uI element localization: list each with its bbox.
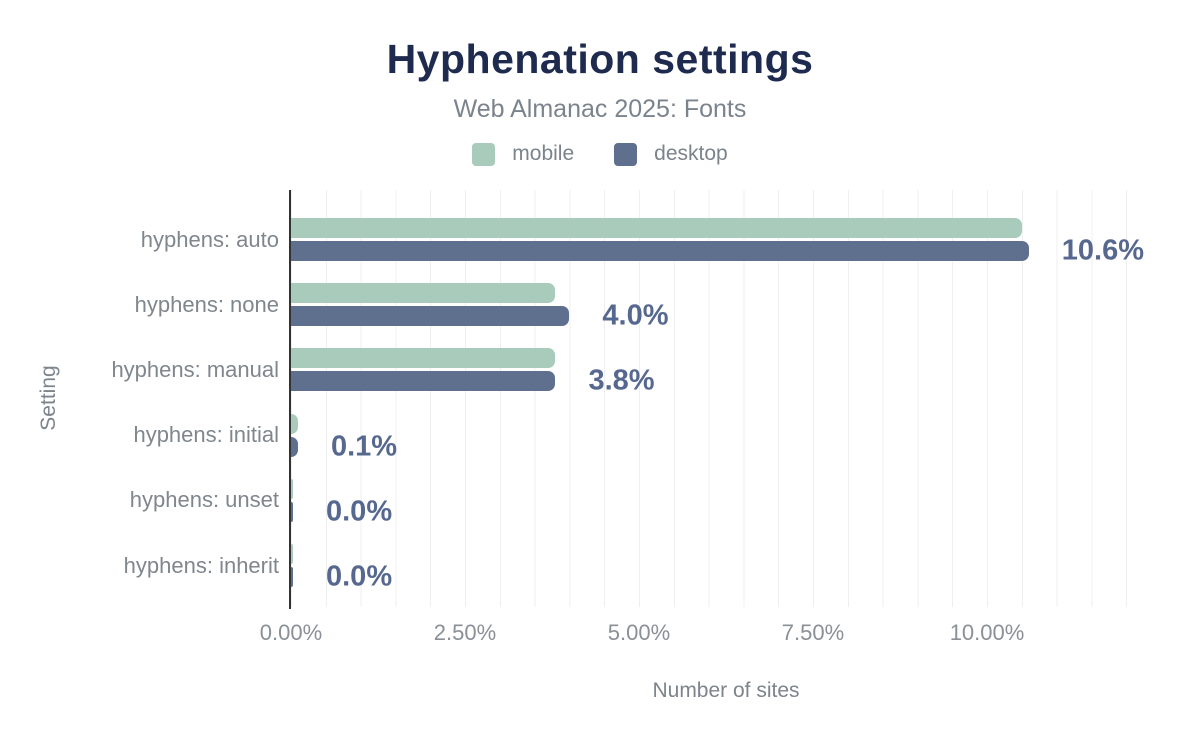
value-label: 4.0% (602, 299, 669, 332)
legend-label-mobile: mobile (512, 142, 575, 165)
bar-desktop (291, 371, 556, 392)
value-label: 0.0% (326, 495, 393, 528)
legend-item-mobile: mobile (472, 142, 574, 166)
mobile-swatch-icon (472, 142, 496, 166)
category-labels: hyphens: auto hyphens: none hyphens: manua… (0, 190, 279, 607)
value-label: 0.0% (326, 560, 393, 593)
bar-mobile (291, 348, 556, 369)
x-axis-title: Number of sites (652, 679, 800, 702)
bar-desktop (291, 436, 298, 457)
category-label: hyphens: manual (111, 356, 279, 382)
x-tick-label: 10.00% (949, 620, 1025, 645)
legend-label-desktop: desktop (654, 142, 728, 165)
category-label: hyphens: unset (129, 487, 279, 513)
x-tick-label: 2.50% (433, 620, 497, 645)
bar-mobile (291, 218, 1022, 238)
value-label: 0.1% (330, 430, 398, 463)
chart-title: Hyphenation settings (386, 36, 814, 82)
bar-mobile (291, 283, 556, 304)
category-label: hyphens: none (134, 291, 279, 317)
chart-subtitle: Web Almanac 2025: Fonts (453, 95, 747, 123)
y-axis-line (289, 190, 291, 609)
bar-desktop (291, 501, 293, 522)
bar-mobile (291, 413, 298, 434)
plot-area: 10.6% 4.0% 3.8% 0.1% 0.0% 0.0% (289, 190, 1161, 609)
desktop-swatch-icon (614, 142, 638, 166)
bar-desktop (291, 306, 570, 327)
bar-desktop (291, 241, 1029, 261)
category-label: hyphens: inherit (123, 552, 279, 578)
bar-mobile (291, 544, 293, 564)
bar-mobile (291, 478, 293, 499)
legend: mobile desktop (0, 142, 1200, 166)
category-label: hyphens: auto (140, 226, 279, 252)
value-label: 3.8% (588, 364, 655, 397)
value-label: 10.6% (1061, 234, 1144, 267)
x-axis-ticks: 0.00% 2.50% 5.00% 7.50% 10.00% (260, 620, 1161, 646)
x-tick-label: 0.00% (259, 620, 323, 645)
legend-item-desktop: desktop (614, 142, 728, 166)
x-tick-label: 7.50% (781, 620, 845, 645)
category-label: hyphens: initial (133, 422, 279, 448)
bar-desktop (291, 567, 293, 587)
x-tick-label: 5.00% (607, 620, 671, 645)
